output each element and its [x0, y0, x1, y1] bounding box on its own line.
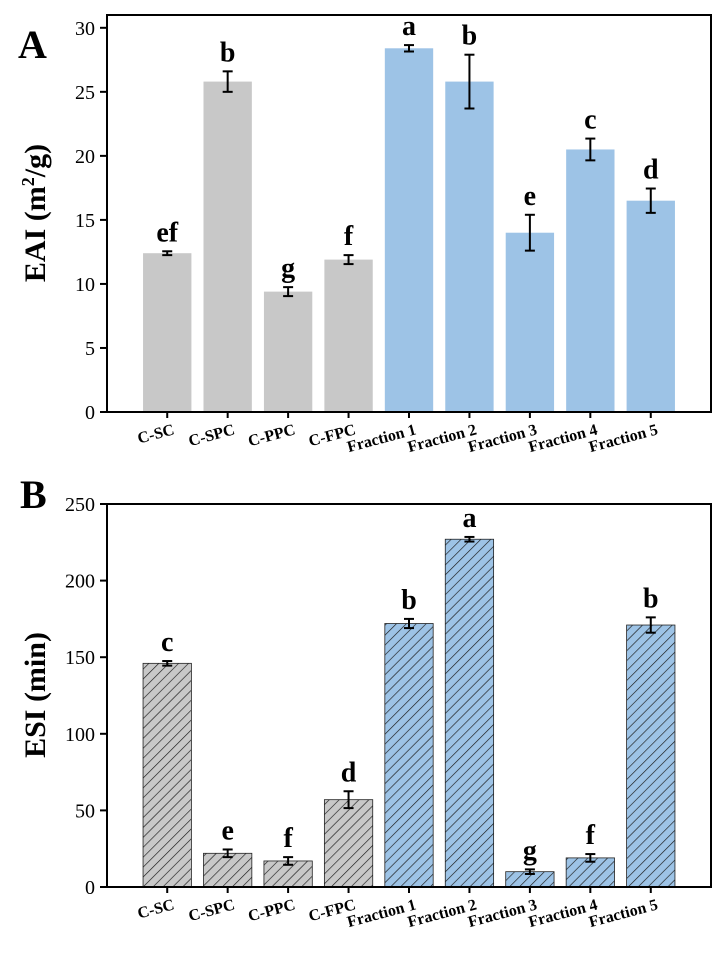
error-bar-a-6 — [464, 53, 475, 110]
significance-letter-b-4: d — [341, 757, 357, 788]
y-tick-label-a-10: 10 — [75, 274, 95, 296]
y-tick-label-b-150: 150 — [65, 647, 95, 669]
bar-hatch-b-1 — [142, 662, 192, 888]
bar-hatch-b-4 — [323, 799, 374, 888]
y-tick-label-a-30: 30 — [75, 18, 95, 40]
bar-a-1 — [143, 253, 192, 412]
panel-label-a: A — [18, 22, 47, 67]
y-tick-label-a-0: 0 — [85, 402, 95, 424]
error-bar-b-1 — [162, 660, 173, 667]
chart-panel-b: B ESI (min) c e f d b a g f b 0 50 100 150 200 250 C-… — [19, 472, 712, 931]
significance-letter-b-2: e — [221, 815, 233, 846]
chart-panel-a: A EAI (m2/g) ef b g f a b e c d 0 5 10 15 20 25 30 C-S… — [18, 11, 712, 456]
x-tick-label-a-9: Fraction 5 — [587, 421, 660, 456]
y-tick-label-b-200: 200 — [65, 571, 95, 593]
bar-a-6 — [445, 81, 494, 412]
significance-letter-b-7: g — [523, 835, 537, 866]
x-tick-label-a-3: C-PPC — [246, 421, 297, 450]
y-tick-label-b-250: 250 — [65, 494, 95, 516]
error-bar-a-1 — [162, 250, 173, 257]
significance-letter-b-1: c — [161, 627, 173, 658]
significance-letter-a-1: ef — [156, 217, 178, 248]
significance-letter-a-7: e — [524, 181, 536, 212]
error-bar-a-3 — [283, 286, 294, 298]
significance-letter-a-5: a — [402, 11, 416, 42]
bar-a-7 — [505, 232, 555, 412]
significance-letter-b-9: b — [643, 583, 659, 614]
bar-a-9 — [626, 200, 675, 412]
bar-a-5 — [384, 48, 434, 412]
significance-letter-a-6: b — [462, 21, 478, 52]
significance-letter-b-5: b — [401, 585, 417, 616]
y-tick-label-a-5: 5 — [85, 338, 95, 360]
error-bar-a-5 — [404, 44, 414, 53]
error-bar-b-5 — [404, 617, 414, 630]
significance-letter-a-2: b — [220, 37, 236, 68]
y-axis-label-b: ESI (min) — [19, 632, 52, 758]
significance-letter-b-8: f — [586, 820, 596, 851]
error-bar-b-2 — [222, 848, 233, 859]
bar-hatch-b-9 — [626, 624, 676, 888]
bar-a-2 — [203, 81, 252, 412]
error-bar-b-9 — [645, 616, 656, 634]
y-tick-label-b-50: 50 — [75, 800, 95, 822]
bar-hatch-b-6 — [444, 538, 495, 888]
error-bar-b-4 — [343, 790, 354, 810]
x-tick-label-b-3: C-PPC — [246, 896, 297, 925]
error-bar-b-7 — [524, 868, 535, 875]
y-tick-label-a-20: 20 — [75, 146, 95, 168]
significance-letter-a-9: d — [643, 155, 659, 186]
bar-hatch-b-5 — [384, 623, 434, 888]
x-tick-label-b-2: C-SPC — [187, 896, 237, 925]
error-bar-a-8 — [585, 137, 596, 162]
significance-letter-a-4: f — [344, 221, 354, 252]
bar-hatch-b-2 — [203, 852, 253, 888]
significance-letter-b-3: f — [283, 823, 293, 854]
x-tick-label-a-2: C-SPC — [187, 421, 237, 450]
bar-a-3 — [263, 291, 313, 412]
y-tick-label-b-0: 0 — [85, 877, 95, 899]
significance-letter-a-3: g — [281, 253, 295, 284]
significance-letter-a-8: c — [584, 105, 596, 136]
y-tick-label-a-25: 25 — [75, 82, 95, 104]
y-tick-label-b-100: 100 — [65, 724, 95, 746]
x-tick-label-b-9: Fraction 5 — [587, 896, 660, 931]
x-tick-label-b-1: C-SC — [136, 896, 176, 922]
error-bar-b-8 — [585, 853, 596, 863]
error-bar-a-7 — [524, 213, 535, 252]
bar-a-4 — [324, 259, 373, 412]
y-tick-label-a-15: 15 — [75, 210, 95, 232]
error-bar-b-3 — [283, 856, 294, 866]
error-bar-a-9 — [645, 187, 656, 214]
y-axis-label-a: EAI (m2/g) — [18, 144, 52, 282]
error-bar-b-6 — [464, 535, 475, 543]
x-tick-label-a-1: C-SC — [136, 421, 176, 447]
error-bar-a-2 — [222, 70, 233, 93]
bar-a-8 — [566, 149, 615, 412]
error-bar-a-4 — [343, 254, 354, 266]
significance-letter-b-6: a — [462, 503, 476, 534]
panel-label-b: B — [20, 472, 47, 517]
